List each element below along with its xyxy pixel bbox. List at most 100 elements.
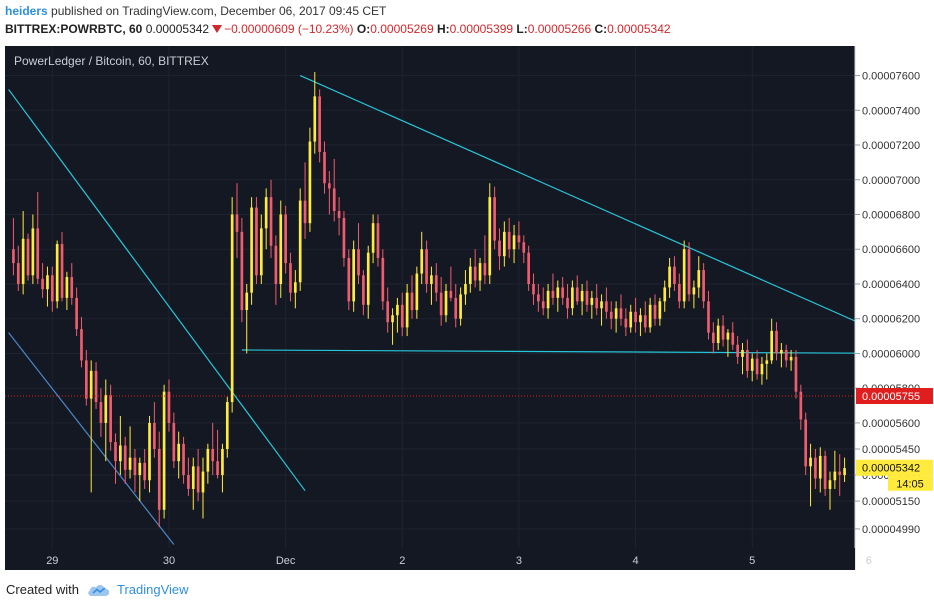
candle <box>712 322 715 354</box>
candle-body <box>294 282 297 293</box>
trendline[interactable] <box>241 349 913 355</box>
candle <box>755 349 759 380</box>
close-label: C: <box>594 22 608 36</box>
candle-body <box>182 443 185 476</box>
candle-body <box>498 240 501 257</box>
candle <box>809 443 812 507</box>
candle <box>619 294 623 326</box>
low-value: 0.00005266 <box>527 22 592 36</box>
candle-body <box>245 292 249 311</box>
candle <box>323 141 326 194</box>
candle-body <box>828 480 832 489</box>
candle <box>682 240 686 309</box>
candle-body <box>784 349 788 361</box>
chart-title: PowerLedger / Bitcoin, 60, BITTREX <box>14 54 209 68</box>
candle <box>50 266 54 312</box>
author-link[interactable]: heiders <box>5 4 48 18</box>
candle <box>26 233 30 281</box>
candle <box>658 297 662 326</box>
candle <box>478 257 482 291</box>
candle <box>123 436 127 484</box>
candle-body <box>240 231 244 311</box>
candle-body <box>36 228 40 279</box>
candle-body <box>707 301 710 333</box>
candle <box>532 273 535 305</box>
candle-body <box>216 461 219 476</box>
candle-body <box>70 277 74 298</box>
candle-body <box>148 422 151 481</box>
candle <box>537 283 540 312</box>
candle <box>65 271 69 311</box>
candle-body <box>673 266 676 284</box>
candle-body <box>780 349 783 354</box>
trendline[interactable] <box>299 74 913 348</box>
candle <box>780 343 783 368</box>
candle-body <box>269 197 273 246</box>
candle-body <box>624 318 628 328</box>
candle-body <box>658 301 662 319</box>
symbol-label[interactable]: BITTREX:POWRBTC, 60 <box>5 22 143 36</box>
price-axis-label: 0.00006000 <box>862 348 920 360</box>
candle <box>114 433 117 484</box>
candle <box>289 252 292 302</box>
price-axis-label: 0.00007200 <box>862 140 920 152</box>
close-value: 0.00005342 <box>607 22 671 36</box>
candle-body <box>823 455 827 489</box>
candle <box>94 362 98 410</box>
candle-body <box>347 257 351 302</box>
candle <box>697 256 701 298</box>
candle-body <box>221 448 224 476</box>
candle-body <box>595 297 599 309</box>
candle-body <box>323 151 326 184</box>
candle-body <box>522 242 526 253</box>
plot-area[interactable] <box>5 46 855 548</box>
price-change: −0.00000609 (−10.23%) <box>224 22 354 36</box>
price-axis-label: 0.00007600 <box>862 71 920 83</box>
candle <box>498 228 501 271</box>
candles <box>12 72 846 528</box>
candle-body <box>818 455 822 479</box>
candle-body <box>731 332 735 345</box>
candle <box>760 356 764 385</box>
time-axis-label: 5 <box>749 555 755 567</box>
candle-body <box>434 275 438 293</box>
candle-body <box>284 214 287 264</box>
candle-body <box>551 290 555 298</box>
candle <box>789 349 793 371</box>
price-marker-bg <box>856 388 933 405</box>
candle-body <box>201 471 205 493</box>
candle-body <box>143 462 146 481</box>
price-axis[interactable] <box>855 46 933 570</box>
candle <box>303 162 307 239</box>
candle <box>352 240 355 312</box>
candle <box>595 283 599 316</box>
candle <box>104 379 108 462</box>
candle <box>12 217 15 276</box>
time-axis[interactable] <box>5 548 855 570</box>
candle-body <box>585 290 589 305</box>
tradingview-link[interactable]: TradingView <box>117 582 189 597</box>
candle <box>332 158 336 222</box>
price-axis-label: 0.00006200 <box>862 314 920 326</box>
candle-body <box>230 214 234 403</box>
tradingview-cloud-icon[interactable] <box>86 581 112 599</box>
candle-body <box>605 301 608 312</box>
candle <box>566 283 569 319</box>
candle-body <box>629 311 633 328</box>
candle-body <box>692 287 696 295</box>
trendlines[interactable] <box>8 74 913 545</box>
trendline[interactable] <box>8 89 306 492</box>
price-axis-label: 0.00005600 <box>862 418 920 430</box>
candle <box>167 379 171 432</box>
down-arrow-icon <box>212 25 223 33</box>
price-chart[interactable]: 0.00007600 0.00007400 0.00007200 0.00007000… <box>0 44 934 572</box>
candle-body <box>677 283 681 302</box>
candle <box>16 245 20 291</box>
candle-body <box>12 249 15 264</box>
candle-body <box>274 245 278 284</box>
candle-body <box>478 263 482 281</box>
candle <box>269 179 273 258</box>
candle-body <box>94 370 98 403</box>
candle <box>833 450 837 489</box>
candle-body <box>473 266 477 281</box>
